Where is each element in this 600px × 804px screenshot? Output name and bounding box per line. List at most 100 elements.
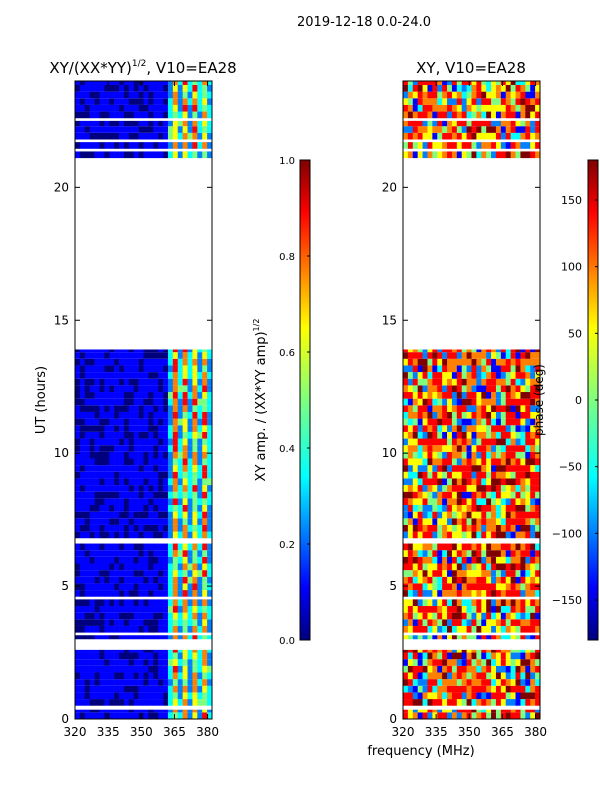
left-heatmap-cell <box>192 576 198 584</box>
right-heatmap-cell <box>466 465 472 472</box>
left-heatmap-cell <box>177 531 183 539</box>
left-heatmap-cell <box>119 471 125 479</box>
right-heatmap-cell <box>491 405 497 412</box>
left-heatmap-cell <box>192 120 198 127</box>
right-heatmap-cell <box>495 511 502 519</box>
right-heatmap-cell <box>530 679 536 686</box>
left-heatmap-cell <box>153 531 159 539</box>
left-heatmap-cell <box>143 438 149 446</box>
left-heatmap-cell <box>104 583 110 591</box>
right-heatmap-cell <box>407 518 414 525</box>
right-heatmap-cell <box>427 104 433 112</box>
right-heatmap-cell <box>471 570 477 577</box>
left-heatmap-cell <box>192 385 198 393</box>
right-heatmap-cell <box>486 81 492 85</box>
right-heatmap-cell <box>525 349 531 353</box>
left-heatmap-cell <box>109 111 115 119</box>
left-heatmap-cell <box>202 485 208 492</box>
right-heatmap-cell <box>437 365 443 373</box>
right-heatmap-cell <box>447 445 453 452</box>
left-heatmap-cell <box>89 583 95 591</box>
left-heatmap-cell <box>79 498 86 506</box>
right-heatmap-cell <box>412 505 418 512</box>
right-heatmap-cell <box>476 518 482 525</box>
left-heatmap-cell <box>182 411 188 419</box>
right-heatmap-cell <box>456 352 463 359</box>
left-heatmap-cell <box>123 431 130 439</box>
left-heatmap-cell <box>133 709 139 713</box>
left-heatmap-cell <box>197 590 203 597</box>
left-heatmap-cell <box>153 685 159 693</box>
right-heatmap-cell <box>476 505 482 512</box>
left-heatmap-cell <box>119 478 125 486</box>
right-heatmap-cell <box>432 619 438 626</box>
right-heatmap-cell <box>456 458 463 466</box>
right-heatmap-cell <box>417 81 423 85</box>
right-heatmap-cell <box>515 570 521 577</box>
left-heatmap-cell <box>84 132 90 140</box>
right-heatmap-cell <box>471 583 477 591</box>
right-heatmap-cell <box>456 556 463 564</box>
right-heatmap-cell <box>442 111 448 119</box>
left-heatmap-cell <box>187 405 193 412</box>
left-heatmap-cell <box>79 659 86 666</box>
right-heatmap-cell <box>500 570 507 577</box>
left-heatmap-cell <box>109 471 115 479</box>
right-heatmap-cell <box>476 606 482 613</box>
left-heatmap-cell <box>202 445 208 452</box>
right-heatmap-cell <box>525 151 531 159</box>
left-heatmap-cell <box>123 385 130 393</box>
left-heatmap-cell <box>153 606 159 613</box>
right-heatmap-cell <box>403 635 409 640</box>
left-heatmap-cell <box>138 465 144 472</box>
left-heatmap-cell <box>167 372 174 379</box>
left-heatmap-cell <box>128 599 135 607</box>
left-heatmap-cell <box>163 111 169 119</box>
left-heatmap-cell <box>172 91 179 99</box>
right-heatmap-cell <box>530 518 536 525</box>
right-heatmap-cell <box>456 431 463 439</box>
right-heatmap-cell <box>471 405 477 412</box>
right-heatmap-cell <box>505 81 511 85</box>
right-heatmap-cell <box>442 378 448 386</box>
left-heatmap-cell <box>197 498 203 506</box>
right-heatmap-cell <box>412 84 418 92</box>
left-heatmap-cell <box>153 142 159 149</box>
right-heatmap-cell <box>510 438 516 446</box>
left-heatmap-cell <box>123 451 130 459</box>
left-heatmap-cell <box>182 590 188 597</box>
right-heatmap-cell <box>495 365 502 373</box>
right-heatmap-cell <box>422 563 428 571</box>
right-heatmap-cell <box>461 431 467 439</box>
left-heatmap-cell <box>109 405 115 412</box>
left-heatmap-cell <box>104 365 110 373</box>
left-heatmap-cell <box>158 635 164 640</box>
right-heatmap-cell <box>466 151 472 159</box>
left-heatmap-cell <box>163 104 169 112</box>
left-heatmap-cell <box>158 431 164 439</box>
right-heatmap-cell <box>432 649 438 653</box>
right-heatmap-cell <box>491 550 497 557</box>
right-heatmap-cell <box>437 142 443 149</box>
right-heatmap-cell <box>407 485 414 492</box>
left-heatmap-cell <box>104 625 110 633</box>
right-heatmap-cell <box>520 599 526 607</box>
right-heatmap-cell <box>471 111 477 119</box>
right-heatmap-cell <box>451 104 458 112</box>
left-heatmap-cell <box>75 498 81 506</box>
right-heatmap-cell <box>422 556 428 564</box>
left-heatmap-cell <box>123 563 130 571</box>
right-heatmap-cell <box>403 699 409 706</box>
right-heatmap-cell <box>407 438 414 446</box>
right-heatmap-cell <box>442 518 448 525</box>
left-heatmap-cell <box>123 438 130 446</box>
left-heatmap-cell <box>143 570 149 577</box>
right-heatmap-cell <box>407 84 414 92</box>
right-heatmap-cell <box>437 411 443 419</box>
right-heatmap-cell <box>466 392 472 399</box>
right-heatmap-cell <box>476 652 482 660</box>
left-heatmap-cell <box>172 425 179 432</box>
left-heatmap-cell <box>79 649 86 653</box>
left-heatmap-cell <box>128 685 135 693</box>
